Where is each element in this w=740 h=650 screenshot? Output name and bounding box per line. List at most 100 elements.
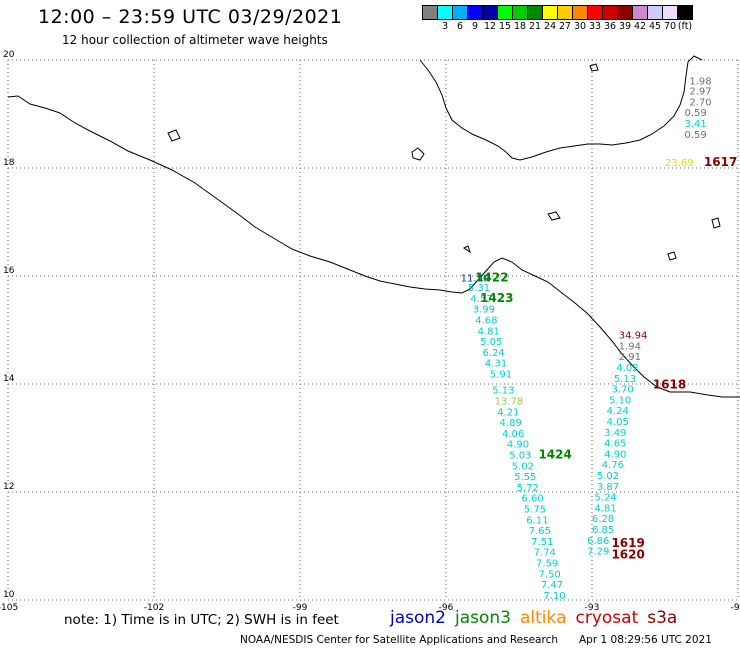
legend-label: 27 bbox=[558, 21, 572, 32]
wave-height-annotations: 1.982.972.700.593.410.5923.6911.505.314.… bbox=[461, 76, 712, 602]
lon-tick-label: -105 bbox=[0, 603, 18, 613]
island-7 bbox=[711, 217, 721, 229]
wave-height-value: 4.57 bbox=[470, 294, 492, 305]
satellite-legend: jason2 jason3 altika cryosat s3a bbox=[390, 608, 686, 628]
island-3 bbox=[463, 245, 471, 254]
wave-height-value: 4.81 bbox=[594, 503, 616, 514]
wave-height-value: 3.49 bbox=[604, 428, 626, 439]
page-title: 12:00 – 23:59 UTC 03/29/2021 bbox=[38, 6, 343, 28]
island-1 bbox=[411, 147, 425, 161]
pass-number: 1617 bbox=[704, 155, 737, 169]
wave-height-value: 7.59 bbox=[536, 559, 558, 570]
coastline-gulf-campeche bbox=[419, 55, 703, 161]
wave-height-value: 5.55 bbox=[514, 472, 536, 483]
legend-label: 42 bbox=[633, 21, 647, 32]
wave-height-legend: 3 6 9 12 15 18 21 24 27 30 33 36 39 42 45 70 (ft) bbox=[422, 5, 693, 34]
pass-number: 1422 bbox=[475, 270, 508, 284]
wave-height-value: 5.72 bbox=[517, 483, 539, 494]
wave-height-value: 7.29 bbox=[587, 547, 609, 558]
legend-label-row: 3 6 9 12 15 18 21 24 27 30 33 36 39 42 45 70 (ft) bbox=[422, 20, 692, 34]
wave-height-value: 34.94 bbox=[619, 331, 648, 342]
legend-label: (ft) bbox=[677, 21, 693, 32]
legend-label: 33 bbox=[588, 21, 602, 32]
wave-height-value: 5.10 bbox=[609, 395, 631, 406]
wave-height-value: 4.65 bbox=[604, 439, 626, 450]
wave-height-value: 11.50 bbox=[461, 273, 490, 284]
island-6 bbox=[667, 251, 677, 261]
lon-tick-label: -90 bbox=[731, 603, 740, 613]
wave-height-value: 5.24 bbox=[594, 493, 616, 504]
wave-height-value: 6.85 bbox=[592, 525, 614, 536]
legend-swatch bbox=[677, 5, 693, 20]
wave-height-value: 4.90 bbox=[507, 440, 529, 451]
wave-height-value: 7.65 bbox=[529, 526, 551, 537]
wave-height-value: 7.50 bbox=[538, 569, 560, 580]
lon-tick-label: -96 bbox=[439, 603, 454, 613]
legend-label: 15 bbox=[498, 21, 512, 32]
legend-label: 9 bbox=[471, 21, 479, 32]
wave-height-value: 6.24 bbox=[483, 348, 505, 359]
credit-line: NOAA/NESDIS Center for Satellite Applica… bbox=[240, 634, 558, 646]
legend-label: 12 bbox=[483, 21, 497, 32]
lat-lon-grid: -105 -102 -99 -96 -93 -90 20 18 16 14 12 10 bbox=[0, 50, 740, 613]
wave-height-value: 2.70 bbox=[689, 97, 711, 108]
wave-height-value: 6.60 bbox=[521, 494, 543, 505]
wave-height-value: 4.06 bbox=[502, 429, 524, 440]
lon-tick-label: -99 bbox=[293, 603, 308, 613]
legend-swatch-row bbox=[422, 5, 693, 20]
pass-number: 1424 bbox=[538, 448, 571, 462]
legend-label: 3 bbox=[441, 21, 449, 32]
island-4 bbox=[167, 129, 181, 142]
wave-height-value: 6.11 bbox=[526, 515, 548, 526]
lat-tick-label: 10 bbox=[3, 590, 15, 600]
units-note: note: 1) Time is in UTC; 2) SWH is in fe… bbox=[64, 612, 339, 628]
wave-height-value: 4.76 bbox=[602, 460, 624, 471]
pass-number: 1619 bbox=[611, 536, 644, 550]
satellite-legend-cryosat: cryosat bbox=[575, 608, 639, 628]
legend-label: 70 bbox=[663, 21, 677, 32]
legend-label: 39 bbox=[618, 21, 632, 32]
wave-height-value: 6.86 bbox=[587, 536, 609, 547]
wave-height-value: 5.91 bbox=[490, 370, 512, 381]
lat-tick-label: 12 bbox=[3, 482, 14, 492]
wave-height-value: 4.24 bbox=[607, 406, 629, 417]
wave-height-value: 0.59 bbox=[684, 108, 706, 119]
wave-height-value: 7.51 bbox=[531, 537, 553, 548]
wave-height-value: 3.41 bbox=[684, 119, 706, 130]
wave-height-value: 7.10 bbox=[543, 591, 565, 602]
wave-height-value: 7.47 bbox=[541, 580, 563, 591]
wave-height-value: 4.68 bbox=[475, 316, 497, 327]
wave-height-value: 5.13 bbox=[614, 374, 636, 385]
wave-height-value: 7.74 bbox=[534, 548, 556, 559]
legend-label: 18 bbox=[513, 21, 527, 32]
lat-tick-label: 18 bbox=[3, 158, 15, 168]
satellite-legend-jason3: jason3 bbox=[455, 608, 511, 628]
wave-height-value: 5.75 bbox=[524, 505, 546, 516]
lat-tick-label: 16 bbox=[3, 266, 15, 276]
pass-number: 1423 bbox=[480, 291, 513, 305]
wave-height-value: 1.94 bbox=[619, 341, 641, 352]
legend-label: 24 bbox=[543, 21, 557, 32]
legend-label: 30 bbox=[573, 21, 587, 32]
legend-label: 21 bbox=[528, 21, 542, 32]
page-subtitle: 12 hour collection of altimeter wave hei… bbox=[62, 33, 328, 47]
wave-height-value: 3.87 bbox=[597, 482, 619, 493]
lon-tick-label: -102 bbox=[144, 603, 164, 613]
wave-height-value: 13.78 bbox=[495, 397, 524, 408]
coastline-mexico-pacific bbox=[7, 95, 740, 398]
satellite-legend-jason2: jason2 bbox=[390, 608, 446, 628]
wave-height-value: 5.05 bbox=[480, 337, 502, 348]
legend-label: 6 bbox=[456, 21, 464, 32]
wave-height-value: 4.05 bbox=[607, 417, 629, 428]
wave-height-value: 5.13 bbox=[492, 386, 514, 397]
wave-height-value: 5.02 bbox=[597, 471, 619, 482]
wave-height-value: 4.90 bbox=[604, 449, 626, 460]
pass-number: 1618 bbox=[653, 377, 686, 391]
wave-height-value: 23.69 bbox=[665, 158, 694, 169]
island-5 bbox=[589, 63, 599, 72]
wave-height-value: 1.98 bbox=[689, 76, 711, 87]
generated-timestamp: Apr 1 08:29:56 UTC 2021 bbox=[579, 634, 712, 646]
lon-tick-label: -93 bbox=[585, 603, 600, 613]
satellite-legend-s3a: s3a bbox=[647, 608, 678, 628]
